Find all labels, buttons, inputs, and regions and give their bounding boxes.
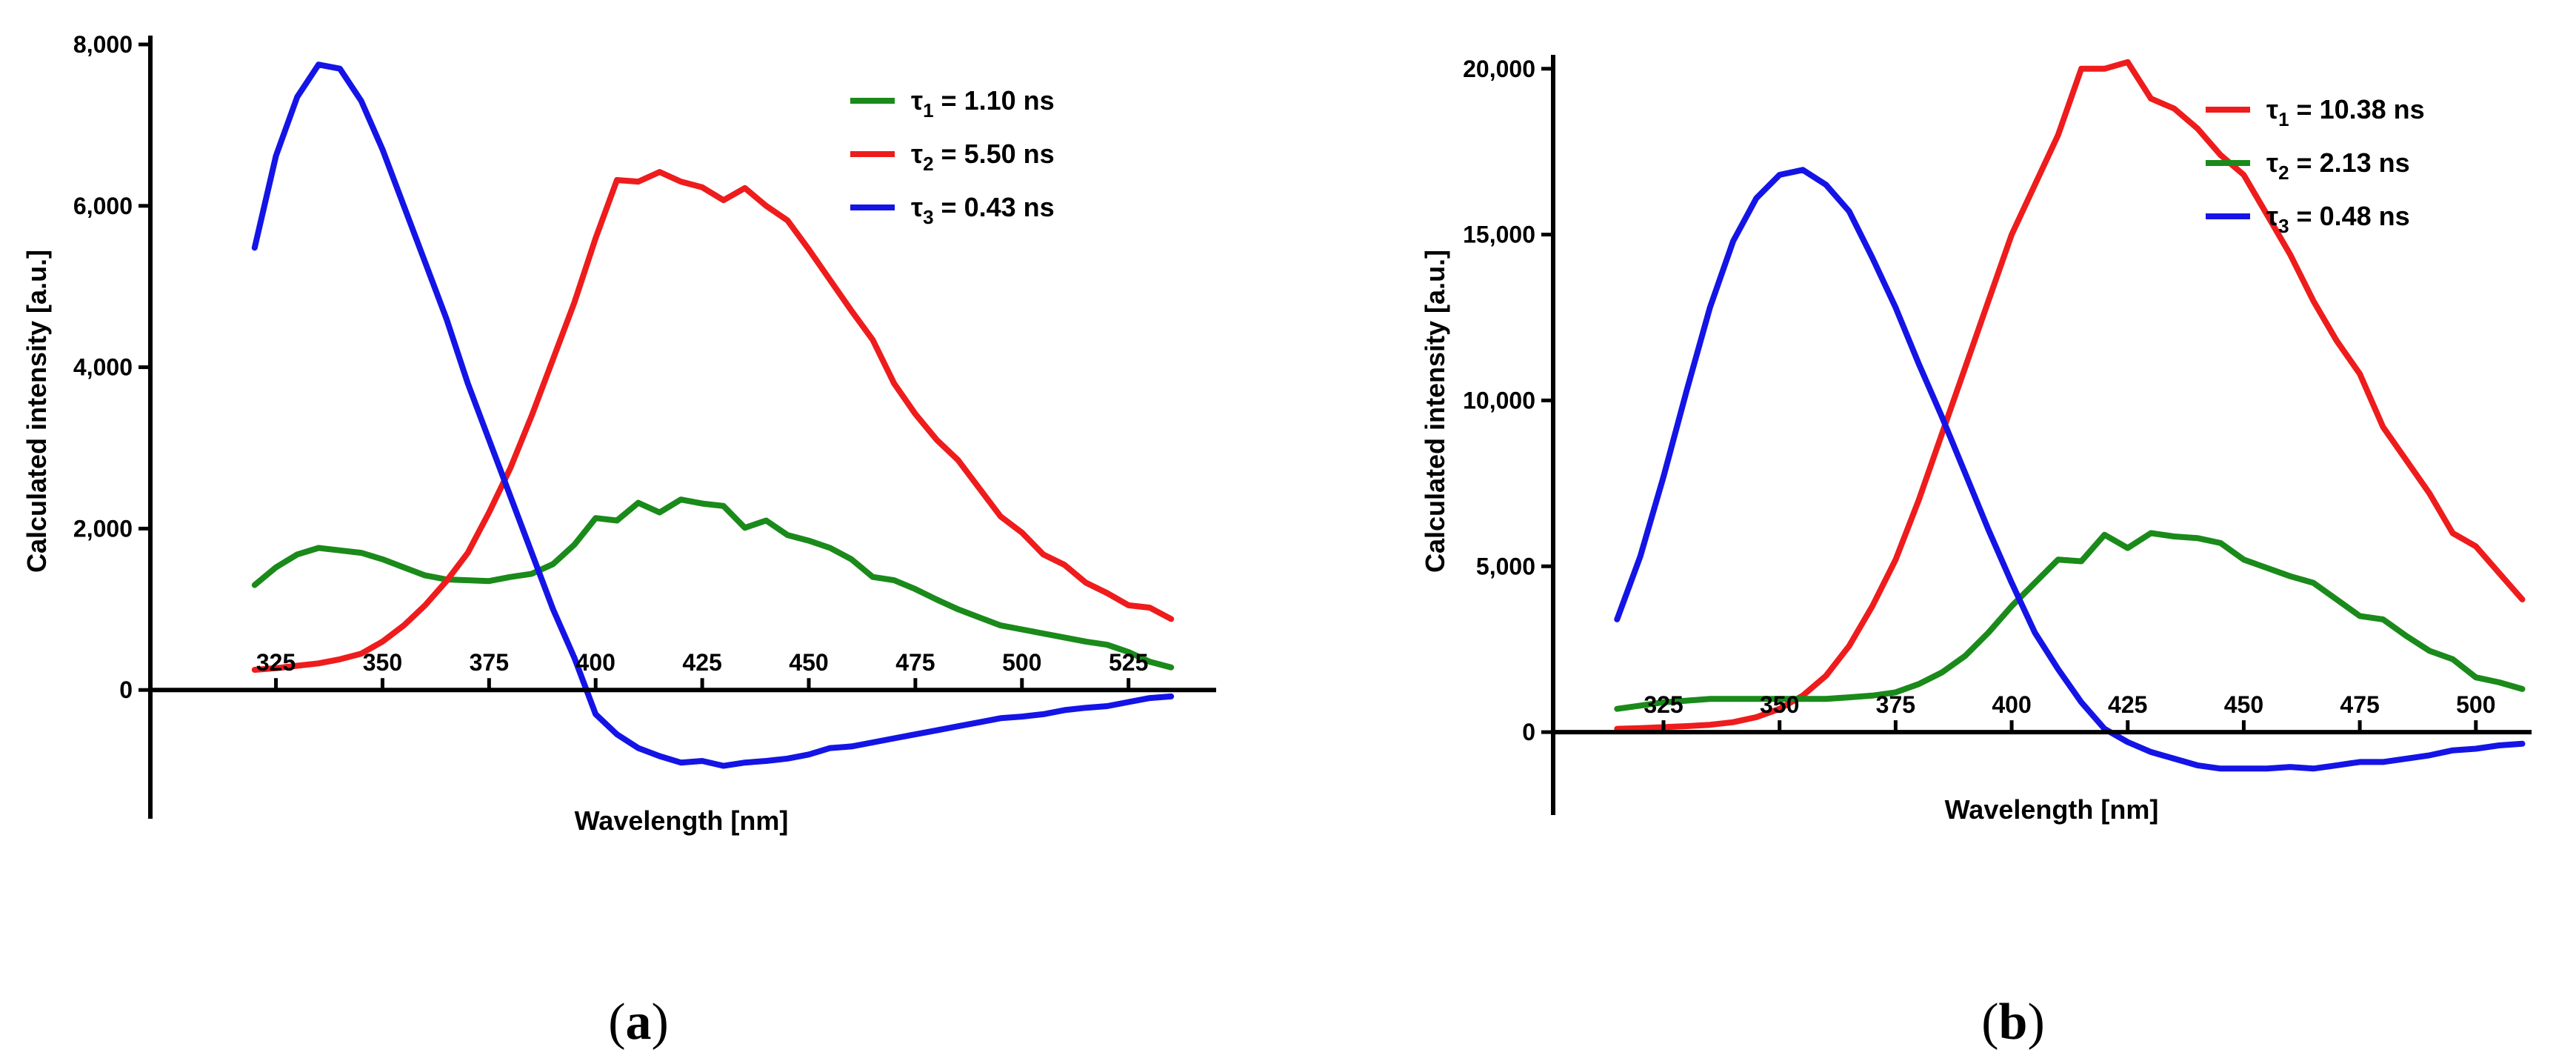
- y-ticks-b: 0 5,000 10,000 15,000 20,000: [1463, 56, 1553, 745]
- chart-panel-b: 0 5,000 10,000 15,000 20,000 325 350 375 400 425…: [1420, 55, 2532, 1051]
- y-tick-label: 8,000: [73, 31, 133, 58]
- x-tick-label: 400: [1992, 691, 2031, 718]
- x-tick-label: 425: [2108, 691, 2147, 718]
- y-tick-label: 0: [1522, 719, 1535, 745]
- x-tick-label: 450: [789, 649, 828, 676]
- x-tick-label: 525: [1109, 649, 1148, 676]
- series-line-tau-2: [251, 169, 1175, 673]
- y-tick-label: 20,000: [1463, 56, 1535, 82]
- x-axis-title-a: Wavelength [nm]: [575, 805, 789, 836]
- panel-label-a: (a): [608, 994, 669, 1051]
- legend-label-tau-1: τ1 = 10.38 ns: [2266, 94, 2425, 130]
- y-tick-label: 5,000: [1476, 553, 1535, 579]
- y-ticks-a: 0 2,000 4,000 6,000 8,000: [73, 31, 150, 703]
- series-line-tau-2: [1614, 530, 2526, 712]
- series-line-tau-3: [251, 61, 1175, 769]
- x-axis-title-b: Wavelength [nm]: [1945, 794, 2159, 825]
- legend-label-tau-3: τ3 = 0.43 ns: [911, 192, 1055, 228]
- y-tick-label: 10,000: [1463, 387, 1535, 413]
- x-tick-label: 450: [2224, 691, 2263, 718]
- legend-label-tau-3: τ3 = 0.48 ns: [2266, 201, 2410, 237]
- plot-area-a: [251, 61, 1175, 769]
- x-tick-label: 375: [1876, 691, 1915, 718]
- x-tick-label: 375: [470, 649, 509, 676]
- legend-b: τ1 = 10.38 ns τ2 = 2.13 ns τ3 = 0.48 ns: [2206, 94, 2425, 237]
- panel-label-b: (b): [1981, 994, 2045, 1051]
- legend-label-tau-2: τ2 = 2.13 ns: [2266, 147, 2410, 184]
- y-tick-label: 6,000: [73, 193, 133, 219]
- series-line-tau-1: [1614, 59, 2526, 732]
- x-tick-label: 475: [2340, 691, 2379, 718]
- x-ticks-a: 325 350 375 400 425 450 475 500 525: [256, 649, 1148, 691]
- y-tick-label: 0: [119, 676, 133, 703]
- x-tick-label: 475: [895, 649, 935, 676]
- x-tick-label: 425: [682, 649, 721, 676]
- plot-area-b: [1614, 59, 2526, 772]
- legend-label-tau-1: τ1 = 1.10 ns: [911, 85, 1055, 122]
- x-tick-label: 350: [363, 649, 402, 676]
- x-tick-label: 325: [256, 649, 296, 676]
- x-tick-label: 500: [1002, 649, 1041, 676]
- legend-label-tau-2: τ2 = 5.50 ns: [911, 139, 1055, 175]
- panel-label-b-letter: b: [1999, 994, 2028, 1051]
- y-tick-label: 15,000: [1463, 222, 1535, 248]
- series-line-tau-1: [251, 496, 1175, 671]
- x-tick-label: 350: [1760, 691, 1799, 718]
- chart-panel-a: 0 2,000 4,000 6,000 8,000 325 350 375 400 425 450…: [21, 31, 1216, 1051]
- y-tick-label: 2,000: [73, 515, 133, 542]
- x-tick-label: 325: [1644, 691, 1683, 718]
- y-axis-title-b: Calculated intensity [a.u.]: [1420, 250, 1450, 573]
- y-axis-title-a: Calculated intensity [a.u.]: [21, 250, 52, 573]
- x-tick-label: 500: [2456, 691, 2495, 718]
- x-tick-label: 400: [576, 649, 615, 676]
- x-ticks-b: 325 350 375 400 425 450 475 500: [1644, 691, 2495, 733]
- panel-label-a-letter: a: [626, 994, 652, 1051]
- legend-a: τ1 = 1.10 ns τ2 = 5.50 ns τ3 = 0.43 ns: [850, 85, 1055, 228]
- series-line-tau-3: [1614, 167, 2526, 772]
- y-tick-label: 4,000: [73, 354, 133, 381]
